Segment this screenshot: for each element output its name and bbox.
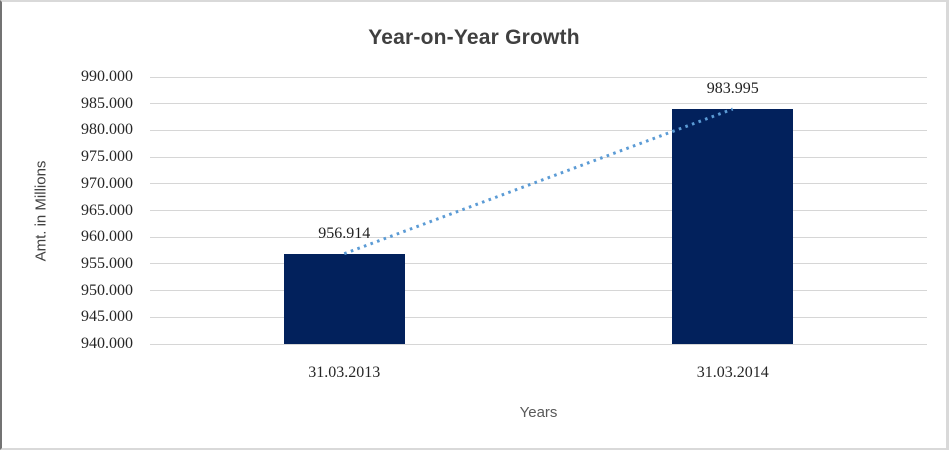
gridline xyxy=(150,210,927,211)
gridline xyxy=(150,129,927,131)
bar-31.03.2014 xyxy=(672,109,794,344)
gridline xyxy=(150,156,927,158)
bar-value-label: 956.914 xyxy=(318,224,371,242)
y-axis-tick-label: 940.000 xyxy=(81,335,133,352)
y-axis-tick-label: 960.000 xyxy=(81,228,133,246)
gridline xyxy=(150,236,927,238)
y-axis-tick-label: 950.000 xyxy=(81,281,133,299)
y-axis-tick-label: 985.000 xyxy=(81,94,133,112)
gridline xyxy=(150,343,927,345)
y-axis-tick-label: 990.000 xyxy=(81,68,133,85)
gridline xyxy=(150,316,927,318)
x-axis-tick-label: 31.03.2013 xyxy=(308,364,381,381)
y-axis-tick-label: 965.000 xyxy=(81,201,133,219)
y-axis-tick-label: 980.000 xyxy=(81,121,133,139)
y-axis-tick-label: 975.000 xyxy=(81,148,133,166)
gridline xyxy=(150,103,927,105)
bar-31.03.2013 xyxy=(283,253,405,344)
gridline xyxy=(150,263,927,265)
gridline xyxy=(150,290,927,292)
x-axis-title: Years xyxy=(519,404,558,421)
y-axis-tick-label: 945.000 xyxy=(81,308,133,326)
chart-title: Year-on-Year Growth xyxy=(368,26,580,49)
y-axis-tick-label: 955.000 xyxy=(81,254,133,272)
y-axis-tick-label: 970.000 xyxy=(81,174,133,192)
gridline xyxy=(150,76,927,78)
x-axis-tick-label: 31.03.2014 xyxy=(696,364,769,381)
bar-value-label: 983.995 xyxy=(706,80,759,98)
gridline xyxy=(150,183,927,185)
